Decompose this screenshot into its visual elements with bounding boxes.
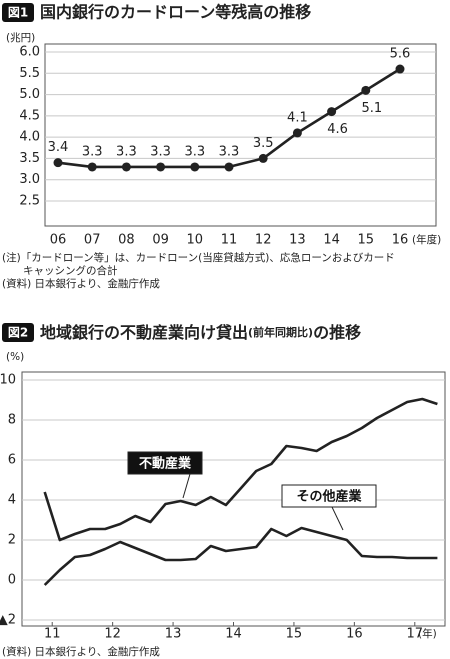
x-tick-label: 15 [358, 233, 375, 248]
data-label: 3.3 [219, 144, 240, 159]
data-label: 5.6 [390, 47, 411, 62]
badge: 図1 [8, 6, 28, 20]
y-tick-label: 0 [8, 573, 16, 588]
x-tick-label: 14 [225, 627, 242, 642]
x-tick-label: 12 [104, 627, 121, 642]
point [156, 162, 166, 172]
data-label: 3.3 [82, 144, 103, 159]
y-tick-label: 5.0 [19, 87, 40, 102]
x-unit: (年) [418, 627, 437, 640]
x-tick-label: 06 [50, 233, 67, 248]
y-tick-label: 3.5 [19, 151, 40, 166]
y-tick-label: 4.5 [19, 108, 40, 123]
series-label: その他産業 [296, 489, 362, 505]
y-tick-label: 8 [8, 413, 16, 428]
y-tick-label: 3.0 [19, 172, 40, 187]
data-label: 4.6 [327, 122, 348, 137]
plot-frame [21, 371, 446, 627]
series-line [43, 526, 438, 586]
badge-box [2, 3, 34, 22]
data-label: 5.1 [361, 101, 382, 116]
x-tick-label: 10 [187, 233, 204, 248]
note: (注)「カードローン等」は、カードローン(当座貸越方式)、応急ローンおよびカード [2, 251, 395, 264]
series-label: 不動産業 [139, 456, 192, 472]
data-label: 3.4 [48, 140, 69, 155]
data-label: 3.3 [150, 144, 171, 159]
badge: 図2 [8, 326, 28, 340]
x-tick-label: 13 [289, 233, 306, 248]
y-tick-label: 4 [8, 493, 16, 508]
data-label: 3.5 [253, 136, 274, 151]
x-tick-label: 17 [407, 627, 424, 642]
point [292, 128, 302, 138]
x-tick-label: 11 [44, 627, 61, 642]
x-tick-label: 08 [118, 233, 135, 248]
point [327, 107, 337, 117]
chart-title: 地域銀行の不動産業向け貸出(前年同期比)の推移 [40, 323, 361, 342]
y-tick-label: 6 [8, 453, 16, 468]
point [361, 85, 371, 95]
data-label: 3.3 [184, 144, 205, 159]
x-tick-label: 11 [221, 233, 238, 248]
y-tick-label: 5.5 [19, 66, 40, 81]
point [258, 153, 268, 163]
x-tick-label: 07 [84, 233, 101, 248]
x-unit: (年度) [412, 233, 441, 246]
point [190, 162, 200, 172]
series-line [43, 397, 438, 542]
title-main: 地域銀行の不動産業向け貸出 [40, 323, 248, 342]
leader-line [331, 506, 344, 531]
leader-line [182, 473, 191, 499]
point [224, 162, 234, 172]
y-tick-label: 6.0 [19, 45, 40, 60]
y-tick-label: 2 [8, 533, 16, 548]
x-tick-label: 14 [323, 233, 340, 248]
x-tick-label: 16 [346, 627, 363, 642]
note: キャッシングの合計 [2, 264, 118, 277]
label-box [127, 451, 203, 475]
x-tick-label: 09 [152, 233, 169, 248]
chart-title: 国内銀行のカードローン等残高の推移 [40, 3, 311, 22]
point [87, 162, 97, 172]
note: (資料) 日本銀行より、金融庁作成 [2, 645, 160, 658]
x-tick-label: 16 [392, 233, 409, 248]
note: (資料) 日本銀行より、金融庁作成 [2, 277, 160, 290]
point [121, 162, 131, 172]
label-box [281, 484, 377, 508]
y-unit: (兆円) [6, 32, 35, 44]
y-tick-label: ▲2 [0, 613, 16, 628]
title-suffix: の推移 [313, 323, 361, 342]
y-unit: (%) [6, 351, 24, 363]
x-tick-label: 12 [255, 233, 272, 248]
point [395, 64, 405, 74]
title-note: (前年同期比) [248, 325, 313, 339]
data-label: 3.3 [116, 144, 137, 159]
badge-box [2, 323, 34, 342]
plot-frame [44, 43, 437, 227]
y-tick-label: 4.0 [19, 130, 40, 145]
y-tick-label: 10 [0, 373, 16, 388]
data-label: 4.1 [287, 110, 308, 125]
point [53, 158, 63, 168]
y-tick-label: 2.5 [19, 194, 40, 209]
x-tick-label: 13 [165, 627, 182, 642]
x-tick-label: 15 [286, 627, 303, 642]
